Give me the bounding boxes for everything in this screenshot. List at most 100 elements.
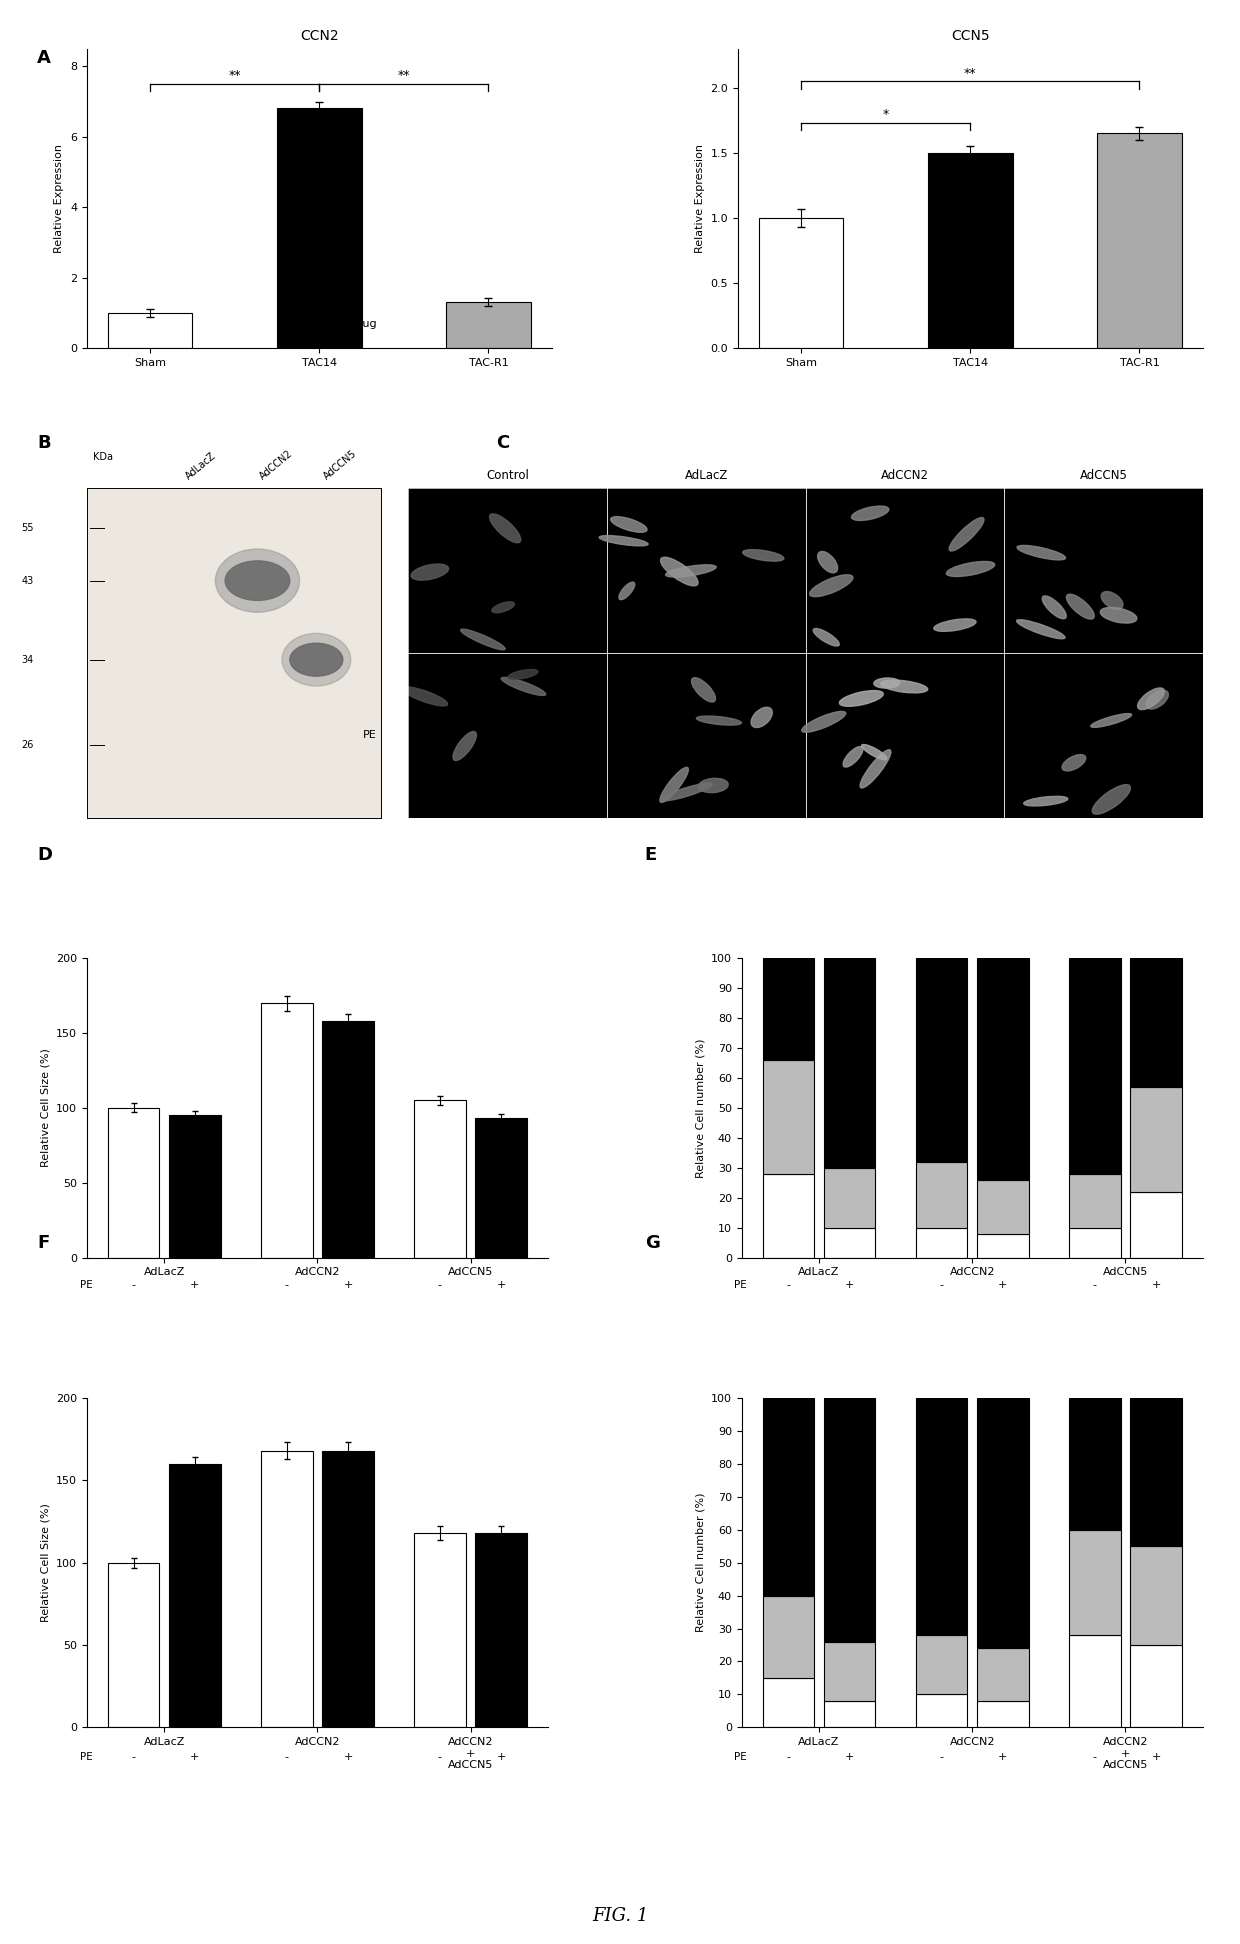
Text: PE: PE	[79, 1752, 92, 1761]
Ellipse shape	[852, 505, 889, 521]
Ellipse shape	[412, 564, 449, 579]
Text: Control: Control	[486, 469, 529, 482]
Text: -: -	[940, 1752, 944, 1761]
Bar	[322, 1021, 373, 1258]
Text: AdCCN2: AdCCN2	[880, 469, 929, 482]
Bar	[1069, 958, 1121, 1174]
Text: +: +	[343, 1279, 352, 1291]
Ellipse shape	[1091, 713, 1132, 727]
Y-axis label: Relative Expression: Relative Expression	[55, 144, 64, 253]
Bar	[414, 1534, 466, 1728]
Text: PE: PE	[363, 731, 377, 741]
Text: -: -	[1092, 1752, 1096, 1761]
Text: *: *	[883, 109, 889, 121]
Text: +: +	[844, 1752, 854, 1761]
Bar	[916, 1229, 967, 1258]
Text: +: +	[1152, 1279, 1161, 1291]
Ellipse shape	[880, 680, 928, 692]
Ellipse shape	[1137, 688, 1164, 710]
Ellipse shape	[1017, 620, 1065, 640]
Text: -: -	[940, 1279, 944, 1291]
Text: +: +	[190, 1279, 200, 1291]
Text: -: -	[285, 1752, 289, 1761]
Ellipse shape	[501, 677, 546, 696]
Bar	[1097, 134, 1182, 348]
Text: 26: 26	[21, 741, 33, 750]
Ellipse shape	[843, 746, 863, 768]
Ellipse shape	[599, 535, 649, 546]
Text: +: +	[496, 1752, 506, 1761]
Bar	[1069, 1174, 1121, 1229]
Text: AdLacZ: AdLacZ	[184, 451, 218, 482]
Bar	[916, 1635, 967, 1695]
Ellipse shape	[402, 686, 448, 706]
Ellipse shape	[934, 618, 976, 632]
Y-axis label: Relative Cell number (%): Relative Cell number (%)	[696, 1038, 706, 1178]
Bar	[977, 1398, 1029, 1649]
Bar	[446, 301, 531, 348]
Ellipse shape	[1101, 591, 1123, 608]
Title: CCN2: CCN2	[300, 29, 339, 43]
Ellipse shape	[1066, 595, 1094, 618]
Bar	[1069, 1229, 1121, 1258]
Ellipse shape	[226, 562, 290, 601]
Ellipse shape	[508, 669, 538, 678]
Ellipse shape	[1146, 690, 1168, 710]
Text: D: D	[37, 846, 52, 863]
Ellipse shape	[1092, 785, 1131, 815]
Ellipse shape	[949, 517, 985, 550]
Ellipse shape	[661, 783, 712, 801]
Bar	[977, 1234, 1029, 1258]
Text: A: A	[37, 49, 51, 66]
Bar	[763, 1059, 815, 1174]
Text: B: B	[37, 434, 51, 451]
Bar	[1130, 1087, 1182, 1192]
Bar	[1130, 1545, 1182, 1645]
Ellipse shape	[666, 566, 717, 577]
Ellipse shape	[817, 552, 837, 573]
Bar	[260, 1450, 312, 1728]
Bar	[108, 1108, 160, 1258]
Ellipse shape	[698, 778, 728, 793]
Ellipse shape	[1061, 754, 1086, 772]
Text: F: F	[37, 1234, 50, 1252]
Text: +: +	[844, 1279, 854, 1291]
Bar	[823, 1643, 875, 1701]
Ellipse shape	[692, 678, 715, 702]
Ellipse shape	[802, 712, 846, 733]
Bar	[763, 958, 815, 1059]
Text: G: G	[645, 1234, 660, 1252]
Bar	[977, 958, 1029, 1180]
Ellipse shape	[810, 575, 853, 597]
Ellipse shape	[619, 581, 635, 599]
Bar	[475, 1534, 527, 1728]
Ellipse shape	[1100, 607, 1137, 624]
Ellipse shape	[281, 634, 351, 686]
Bar	[322, 1450, 373, 1728]
Bar	[108, 313, 192, 348]
Text: AdCCN5: AdCCN5	[322, 449, 360, 482]
Ellipse shape	[946, 562, 994, 577]
Text: -: -	[131, 1752, 135, 1761]
Text: +: +	[998, 1752, 1008, 1761]
Y-axis label: Relative Expression: Relative Expression	[694, 144, 704, 253]
Text: PE: PE	[734, 1279, 748, 1291]
Bar	[823, 1701, 875, 1728]
Ellipse shape	[661, 558, 698, 585]
Text: +: +	[1152, 1752, 1161, 1761]
Ellipse shape	[1024, 797, 1068, 807]
Y-axis label: Relative Cell number (%): Relative Cell number (%)	[696, 1493, 706, 1633]
Bar	[108, 1563, 160, 1728]
Text: 55: 55	[21, 523, 33, 533]
Bar	[169, 1464, 221, 1728]
Ellipse shape	[660, 768, 688, 803]
Ellipse shape	[492, 603, 515, 612]
Bar	[759, 218, 843, 348]
Text: **: **	[398, 70, 410, 82]
Bar	[823, 1398, 875, 1643]
Bar	[977, 1649, 1029, 1701]
Bar	[977, 1180, 1029, 1234]
Text: PE: PE	[79, 1279, 92, 1291]
Text: C: C	[496, 434, 510, 451]
Text: +: +	[190, 1752, 200, 1761]
